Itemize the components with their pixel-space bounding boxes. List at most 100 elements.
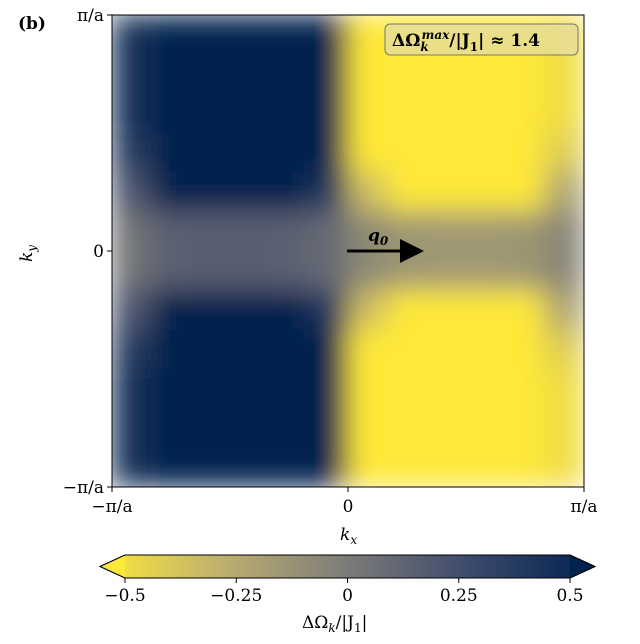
heatmap-cell <box>347 211 388 252</box>
heatmap-cell <box>544 289 584 331</box>
colorbar-extend-low <box>100 555 125 578</box>
heatmap-cell <box>268 407 310 449</box>
annotation-part: ΔΩ <box>392 31 420 51</box>
heatmap-cell <box>386 132 428 173</box>
x-tick-label: π/a <box>570 497 597 517</box>
heatmap-cell <box>112 368 152 409</box>
heatmap-cell <box>268 289 310 331</box>
heatmap-cell <box>504 368 546 409</box>
colorbar-tick-label: −0.25 <box>210 586 262 606</box>
colorbar-label-part: /|J <box>336 613 354 633</box>
heatmap-cell <box>190 368 231 409</box>
heatmap-cell <box>426 171 467 213</box>
heatmap-cell <box>229 368 270 409</box>
x-tick-label: 0 <box>343 497 354 517</box>
heatmap-cell <box>268 447 310 487</box>
heatmap-cell <box>386 368 428 409</box>
heatmap-cell <box>268 93 310 134</box>
heatmap-cell <box>190 171 231 213</box>
heatmap-cell <box>465 447 506 487</box>
heatmap-cell <box>465 289 506 331</box>
heatmap-cell <box>112 211 152 252</box>
heatmap-cell <box>386 250 428 291</box>
heatmap-cell <box>544 211 584 252</box>
heatmap-cell <box>504 132 546 173</box>
heatmap-cell <box>465 329 506 370</box>
annotation-part: k <box>420 40 428 54</box>
heatmap-cell <box>308 368 349 409</box>
colorbar-tick-label: 0.25 <box>440 586 478 606</box>
heatmap-cell <box>112 93 152 134</box>
colorbar-tick-label: 0.5 <box>556 586 583 606</box>
y-axis-label: ky <box>17 245 39 262</box>
colorbar-tick-label: 0 <box>342 586 353 606</box>
annotation-box <box>384 23 579 56</box>
heatmap-cell <box>229 132 270 173</box>
heatmap-cell <box>386 53 428 95</box>
heatmap-cell <box>150 53 192 95</box>
heatmap-cell <box>347 53 388 95</box>
y-axis-label-part: k <box>17 252 37 262</box>
heatmap-cell <box>386 407 428 449</box>
colorbar-label-part: k <box>328 621 335 635</box>
heatmap-cell <box>268 250 310 291</box>
heatmap-cell <box>308 171 349 213</box>
heatmap-cell <box>426 447 467 487</box>
heatmap-cell <box>112 171 152 213</box>
annotation-part: | ≈ 1.4 <box>478 31 540 51</box>
heatmap-cell <box>426 250 467 291</box>
heatmap-cell <box>190 329 231 370</box>
heatmap-cell <box>465 53 506 95</box>
heatmap-cell <box>308 329 349 370</box>
heatmap-cell <box>112 53 152 95</box>
arrow-label-part: 0 <box>380 234 389 248</box>
heatmap-cell <box>229 250 270 291</box>
heatmap-cell <box>190 289 231 331</box>
heatmap-cell <box>544 250 584 291</box>
heatmap-cell <box>504 250 546 291</box>
heatmap-cell <box>426 53 467 95</box>
heatmap-cell <box>386 171 428 213</box>
heatmap-cell <box>150 93 192 134</box>
heatmap-cell <box>112 250 152 291</box>
heatmap-cell <box>465 368 506 409</box>
annotation: ΔΩkmax/|J1| ≈ 1.4 <box>392 28 540 54</box>
x-axis-label: kx <box>340 525 357 547</box>
heatmap-cell <box>544 407 584 449</box>
heatmap-cell <box>308 93 349 134</box>
colorbar-extend-high <box>570 555 595 578</box>
heatmap-cell <box>504 93 546 134</box>
heatmap-cell <box>268 15 310 55</box>
heatmap-cell <box>504 329 546 370</box>
heatmap-cell <box>268 171 310 213</box>
heatmap-cell <box>112 132 152 173</box>
colorbar <box>98 554 597 579</box>
x-tick-label: −π/a <box>91 497 132 517</box>
heatmap-cell <box>504 53 546 95</box>
heatmap-cell <box>386 447 428 487</box>
heatmap-cell <box>190 53 231 95</box>
heatmap-cell <box>308 447 349 487</box>
heatmap-cell <box>544 53 584 95</box>
heatmap-cell <box>347 15 388 55</box>
heatmap-cell <box>308 15 349 55</box>
heatmap-cell <box>347 447 388 487</box>
colorbar-tick-label: −0.5 <box>104 586 145 606</box>
heatmap-cell <box>190 93 231 134</box>
heatmap-cell <box>229 53 270 95</box>
heatmap-cell <box>229 211 270 252</box>
heatmap-cell <box>347 368 388 409</box>
heatmap-cell <box>229 329 270 370</box>
heatmap-cell <box>229 171 270 213</box>
colorbar-label-part: | <box>362 613 368 633</box>
heatmap-cell <box>465 132 506 173</box>
heatmap-cell <box>308 289 349 331</box>
heatmap-cell <box>190 407 231 449</box>
annotation-part: max <box>422 28 450 42</box>
heatmap-cell <box>504 447 546 487</box>
heatmap-cell <box>386 329 428 370</box>
heatmap-cell <box>504 289 546 331</box>
heatmap-cell <box>268 211 310 252</box>
heatmap-cell <box>308 211 349 252</box>
colorbar-label-part: 1 <box>354 621 362 635</box>
